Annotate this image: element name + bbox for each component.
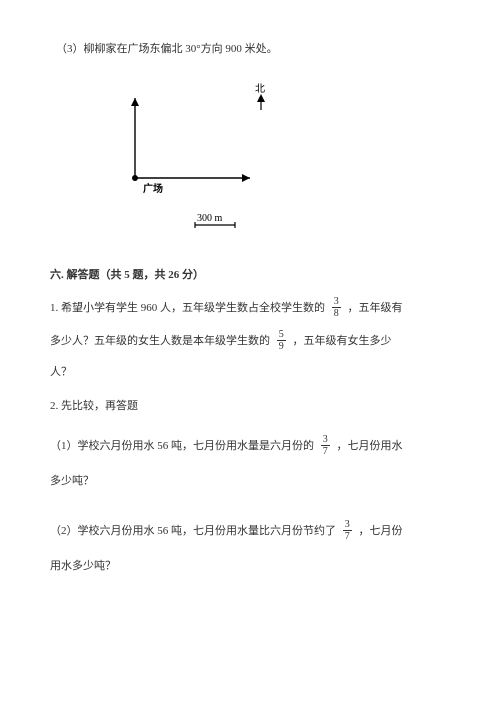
svg-text:广场: 广场 <box>143 182 163 195</box>
fraction-3-7-b: 3 7 <box>343 519 352 542</box>
q2-sub1-2: ，七月份用水 <box>337 440 403 452</box>
frac-den: 7 <box>321 446 330 457</box>
fraction-3-8: 3 8 <box>332 296 341 319</box>
fraction-5-9: 5 9 <box>277 329 286 352</box>
section-6-title: 六. 解答题（共 5 题，共 26 分） <box>50 266 450 286</box>
frac-den: 9 <box>277 341 286 352</box>
direction-diagram: 广场 北 300 m <box>50 68 450 256</box>
q2-sub1-3: 多少吨？ <box>50 472 450 492</box>
question-3-text: （3）柳柳家在广场东偏北 30°方向 900 米处。 <box>56 43 278 55</box>
q2-sub2-1: （2）学校六月份用水 56 吨，七月份用水量比六月份节约了 <box>50 525 336 537</box>
q2-title: 2. 先比较，再答题 <box>50 397 450 417</box>
q1-part2-1: 多少人？五年级的女生人数是本年级学生数的 <box>50 335 270 347</box>
svg-text:北: 北 <box>255 83 265 95</box>
frac-num: 3 <box>321 434 330 446</box>
question-2: 2. 先比较，再答题 （1）学校六月份用水 56 吨，七月份用水量是六月份的 3… <box>50 397 450 576</box>
q1-part1-2: ，五年级有 <box>348 302 403 314</box>
question-1: 1. 希望小学有学生 960 人，五年级学生数占全校学生数的 3 8 ，五年级有… <box>50 297 450 383</box>
diagram-svg: 广场 北 300 m <box>80 78 280 238</box>
q1-part2-2: ，五年级有女生多少 <box>293 335 392 347</box>
q2-sub2-2: ，七月份 <box>359 525 403 537</box>
frac-num: 5 <box>277 329 286 341</box>
frac-den: 7 <box>343 531 352 542</box>
svg-text:300 m: 300 m <box>197 213 223 224</box>
q2-sub1-1: （1）学校六月份用水 56 吨，七月份用水量是六月份的 <box>50 440 314 452</box>
fraction-3-7-a: 3 7 <box>321 434 330 457</box>
q2-sub2-3: 用水多少吨？ <box>50 557 450 577</box>
question-3: （3）柳柳家在广场东偏北 30°方向 900 米处。 <box>50 40 450 60</box>
frac-den: 8 <box>332 308 341 319</box>
q1-part3: 人？ <box>50 366 72 378</box>
frac-num: 3 <box>343 519 352 531</box>
frac-num: 3 <box>332 296 341 308</box>
q1-part1-1: 1. 希望小学有学生 960 人，五年级学生数占全校学生数的 <box>50 302 325 314</box>
